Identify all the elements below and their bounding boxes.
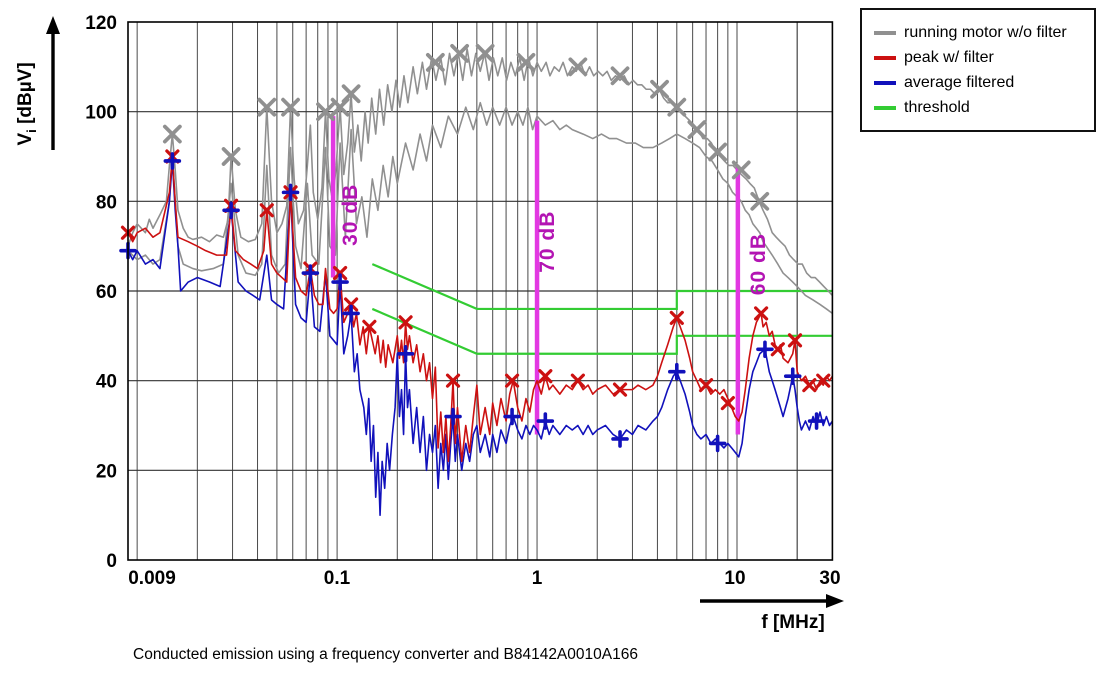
svg-text:120: 120 [85, 13, 117, 34]
svg-text:80: 80 [96, 192, 117, 213]
svg-text:0: 0 [106, 551, 117, 572]
svg-text:60: 60 [96, 282, 117, 303]
legend-swatch-red [874, 55, 896, 60]
svg-text:0.1: 0.1 [324, 568, 351, 589]
svg-text:100: 100 [85, 103, 117, 124]
svg-text:30: 30 [819, 568, 840, 589]
svg-text:70 dB: 70 dB [536, 211, 559, 273]
legend-swatch-gray [874, 30, 896, 35]
legend-swatch-blue [874, 80, 896, 85]
trace-running-motor-wo-filter [127, 48, 833, 315]
annotation-labels: 30 dB 70 dB 60 dB [339, 184, 770, 296]
legend-label: peak w/ filter [904, 48, 994, 66]
legend-label: threshold [904, 98, 970, 116]
svg-text:10: 10 [724, 568, 745, 589]
legend-item-average-filtered: average filtered [874, 70, 1082, 95]
svg-text:40: 40 [96, 372, 117, 393]
x-axis-arrow [700, 594, 844, 608]
legend-swatch-green [874, 105, 896, 110]
peak-markers [119, 43, 831, 453]
legend-item-peak-filter: peak w/ filter [874, 45, 1082, 70]
svg-text:1: 1 [532, 568, 543, 589]
y-axis-label-symbol: V [15, 132, 37, 146]
threshold-lines [371, 263, 833, 355]
x-axis-label: f [MHz] [761, 612, 825, 633]
legend: running motor w/o filter peak w/ filter … [860, 8, 1096, 132]
legend-item-threshold: threshold [874, 95, 1082, 120]
caption: Conducted emission using a frequency con… [133, 646, 638, 663]
y-axis-label-unit: [dBµV] [15, 62, 37, 130]
y-axis-arrow [46, 16, 60, 150]
svg-text:30 dB: 30 dB [339, 184, 362, 246]
legend-label: running motor w/o filter [904, 23, 1067, 41]
y-axis-label: Vi [dBµV] [15, 19, 39, 189]
legend-item-running-motor: running motor w/o filter [874, 20, 1082, 45]
plot-border [127, 21, 834, 561]
x-tick-labels: 0.009 0.1 1 10 30 [128, 568, 840, 589]
y-axis-label-subscript: i [23, 129, 39, 133]
svg-text:60 dB: 60 dB [747, 233, 770, 295]
legend-label: average filtered [904, 73, 1015, 91]
svg-text:0.009: 0.009 [128, 568, 176, 589]
y-tick-labels: 0 20 40 60 80 100 120 [85, 13, 117, 572]
svg-text:20: 20 [96, 461, 117, 482]
trace-peak-w-filter [127, 155, 834, 463]
